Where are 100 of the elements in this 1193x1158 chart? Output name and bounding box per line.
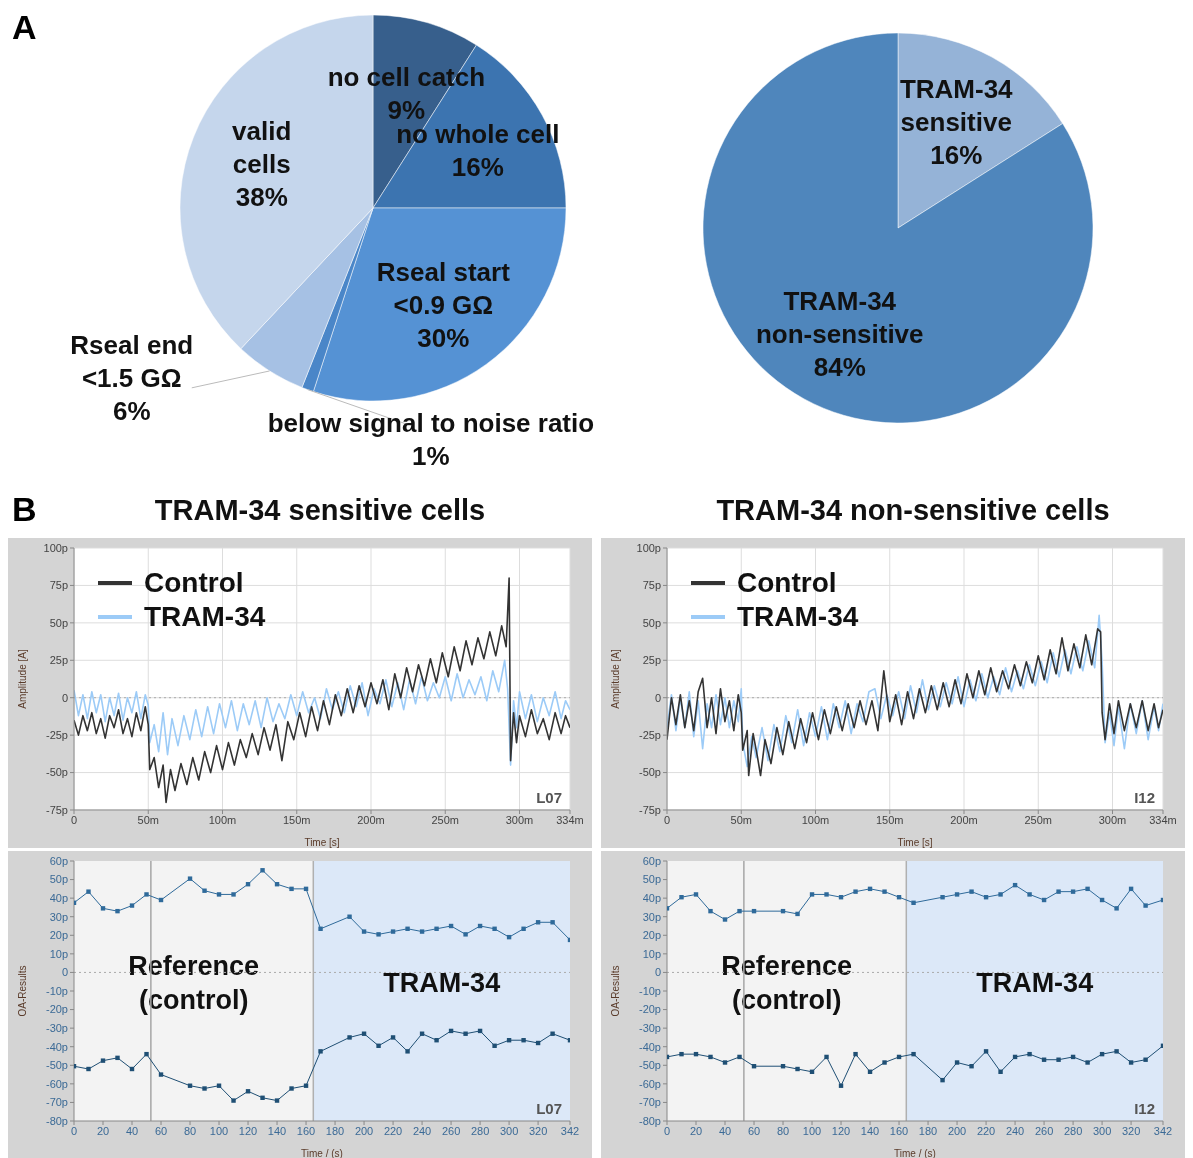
y-tick-label: -10p [638, 984, 661, 997]
y-tick-label: -80p [45, 1114, 68, 1127]
point [969, 889, 974, 894]
x-tick-label: 240 [412, 1124, 432, 1137]
y-tick-label: 100p [636, 541, 661, 554]
point [693, 892, 699, 897]
x-axis-title: Time [s] [304, 837, 340, 848]
point [463, 1031, 468, 1036]
x-tick-label: 150m [875, 813, 904, 826]
x-tick-label: 80 [776, 1124, 790, 1137]
x-tick-label: 300m [505, 813, 534, 826]
y-tick-label: -70p [45, 1096, 68, 1109]
point [954, 1060, 960, 1065]
y-tick-label: -20p [45, 1003, 68, 1016]
y-tick-label: 30p [49, 910, 68, 923]
y-axis-title: OA-Results [16, 965, 28, 1017]
point [679, 895, 684, 900]
band-label: Reference (control) [721, 951, 852, 1015]
point [216, 892, 222, 897]
y-tick-label: -70p [638, 1096, 661, 1109]
x-tick-label: 160 [296, 1124, 316, 1137]
legend-label: Control [144, 567, 244, 599]
data-label: 30% [417, 322, 470, 353]
line-series [74, 659, 570, 766]
point [1070, 889, 1076, 894]
y-tick-label: -30p [638, 1022, 661, 1035]
point [1143, 1057, 1148, 1062]
y-tick-label: 25p [642, 654, 661, 667]
x-tick-label: 280 [1063, 1124, 1083, 1137]
x-tick-label: 200 [354, 1124, 374, 1137]
point [521, 926, 526, 931]
data-label: 16% [451, 151, 504, 182]
text: A [12, 8, 37, 47]
point [100, 906, 106, 911]
point [722, 917, 728, 922]
y-tick-label: -40p [638, 1040, 661, 1053]
y-tick-label: 50p [49, 616, 68, 629]
x-tick-label: 0 [663, 813, 671, 826]
chart-title: TRAM-34 sensitive cells [153, 494, 487, 527]
point [144, 892, 149, 897]
point [940, 1077, 945, 1083]
y-tick-label: 50p [49, 873, 68, 886]
point [274, 1098, 280, 1103]
point [289, 886, 294, 892]
legend-label: Control [737, 567, 837, 599]
slice-label: Rseal start <0.9 GΩ [376, 256, 511, 320]
point [940, 895, 945, 900]
x-tick-label: 200m [357, 813, 385, 826]
point [795, 1066, 800, 1072]
point [376, 932, 381, 937]
y-tick-label: -50p [45, 1059, 68, 1072]
y-tick-label: -50p [638, 1059, 661, 1072]
y-tick-label: -20p [638, 1003, 661, 1016]
annotation: L07 [536, 1100, 562, 1117]
point [809, 892, 815, 897]
point [954, 892, 960, 897]
y-tick-label: 60p [49, 854, 68, 867]
legend-label: TRAM-34 [737, 601, 859, 633]
y-tick-label: -60p [638, 1077, 661, 1090]
point [853, 1051, 858, 1057]
slice-label: below signal to noise ratio [267, 408, 595, 439]
point [795, 911, 800, 917]
point [187, 876, 193, 881]
point [463, 932, 468, 937]
y-tick-label: -25p [45, 729, 68, 742]
x-tick-label: 140 [267, 1124, 287, 1137]
point [289, 1086, 294, 1091]
data-label: 1% [412, 441, 450, 472]
point [1056, 1057, 1061, 1062]
x-tick-label: 50m [137, 813, 159, 826]
y-tick-label: 40p [642, 892, 661, 905]
x-tick-label: 100m [801, 813, 830, 826]
point [129, 903, 135, 908]
point [1143, 903, 1148, 908]
y-tick-label: 60p [642, 854, 661, 867]
data-label: 84% [813, 351, 866, 382]
legend-label: TRAM-34 [144, 601, 266, 633]
y-tick-label: -60p [45, 1077, 68, 1090]
x-tick-label: 100m [208, 813, 237, 826]
y-tick-label: -30p [45, 1022, 68, 1035]
point [983, 1049, 989, 1054]
point [115, 908, 120, 914]
point [1128, 1060, 1134, 1065]
y-tick-label: 30p [642, 910, 661, 923]
y-tick-label: 10p [642, 947, 661, 960]
point [824, 892, 829, 897]
x-tick-label: 220 [976, 1124, 996, 1137]
y-tick-label: 100p [43, 541, 68, 554]
y-tick-label: 75p [642, 579, 661, 592]
point [144, 1051, 149, 1057]
point [1085, 1060, 1090, 1065]
point [260, 868, 265, 873]
x-tick-label: 260 [441, 1124, 461, 1137]
y-tick-label: -10p [45, 984, 68, 997]
point [86, 1066, 91, 1072]
point [722, 1060, 728, 1065]
data-label: 6% [112, 395, 151, 426]
point [679, 1051, 684, 1057]
x-tick-label: 100 [802, 1124, 822, 1137]
y-tick-label: 25p [49, 654, 68, 667]
